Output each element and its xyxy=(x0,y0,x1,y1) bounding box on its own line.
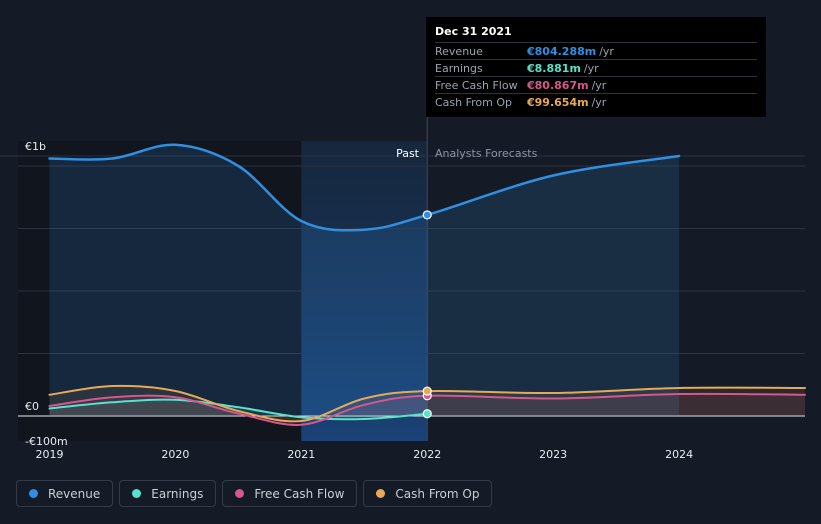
forecast-label: Analysts Forecasts xyxy=(435,147,538,160)
free-cash-flow-dot-icon xyxy=(235,489,245,498)
legend-item-revenue[interactable]: Revenue xyxy=(16,480,114,507)
legend-label: Revenue xyxy=(48,486,101,501)
financials-chart: €1b €0 -€100m 2019 2020 2021 2022 2023 2024 Pas… xyxy=(0,17,806,461)
earnings-dot-icon xyxy=(132,489,142,498)
legend-label: Free Cash Flow xyxy=(254,486,345,501)
tooltip-unit: /yr xyxy=(591,95,607,109)
cash-from-op-line xyxy=(48,384,806,423)
tooltip-label: Earnings xyxy=(435,61,483,75)
tooltip-unit: /yr xyxy=(583,61,599,75)
earnings-point xyxy=(422,409,432,419)
tooltip: Dec 31 2021 Revenue €804.288m /yr Earnin… xyxy=(426,17,766,117)
legend-label: Cash From Op xyxy=(395,486,480,501)
earnings-area xyxy=(49,399,428,420)
legend-item-cash-from-op[interactable]: Cash From Op xyxy=(363,480,493,507)
x-tick-label: 2019 xyxy=(35,448,63,461)
tooltip-row-cash-from-op: Cash From Op €99.654m /yr xyxy=(435,93,757,110)
x-tick-label: 2024 xyxy=(665,448,693,461)
revenue-line xyxy=(48,143,681,232)
x-tick-label: 2023 xyxy=(539,448,567,461)
cash-from-op-dot-icon xyxy=(376,489,386,498)
tooltip-label: Cash From Op xyxy=(435,95,513,109)
tooltip-value: €99.654m xyxy=(527,95,589,109)
x-tick-label: 2022 xyxy=(413,448,441,461)
tooltip-value: €80.867m xyxy=(527,78,589,92)
cash-from-op-point xyxy=(422,386,432,396)
tooltip-unit: /yr xyxy=(599,44,614,58)
tooltip-date: Dec 31 2021 xyxy=(435,25,512,38)
free-cash-flow-line xyxy=(48,392,806,426)
revenue-point xyxy=(422,210,432,220)
tooltip-value: €804.288m xyxy=(527,44,597,58)
revenue-area xyxy=(49,144,680,417)
tooltip-row-free-cash-flow: Free Cash Flow €80.867m /yr xyxy=(435,76,757,93)
tooltip-value: €8.881m xyxy=(527,61,581,75)
x-tick-label: 2021 xyxy=(287,448,315,461)
tooltip-row-revenue: Revenue €804.288m /yr xyxy=(435,42,757,59)
earnings-line xyxy=(48,398,429,421)
x-tick-label: 2020 xyxy=(161,448,189,461)
tooltip-label: Revenue xyxy=(435,44,483,58)
past-label: Past xyxy=(396,147,420,160)
tooltip-label: Free Cash Flow xyxy=(435,78,518,92)
revenue-dot-icon xyxy=(29,489,38,498)
legend: Revenue Earnings Free Cash Flow Cash Fro… xyxy=(16,480,493,507)
y-tick-label: €0 xyxy=(25,400,39,413)
y-tick-label: -€100m xyxy=(25,435,68,448)
legend-item-free-cash-flow[interactable]: Free Cash Flow xyxy=(222,480,358,507)
y-tick-label: €1b xyxy=(25,140,46,153)
legend-label: Earnings xyxy=(151,486,204,501)
tooltip-unit: /yr xyxy=(591,78,607,92)
legend-item-earnings[interactable]: Earnings xyxy=(119,480,217,507)
tooltip-row-earnings: Earnings €8.881m /yr xyxy=(435,59,757,76)
